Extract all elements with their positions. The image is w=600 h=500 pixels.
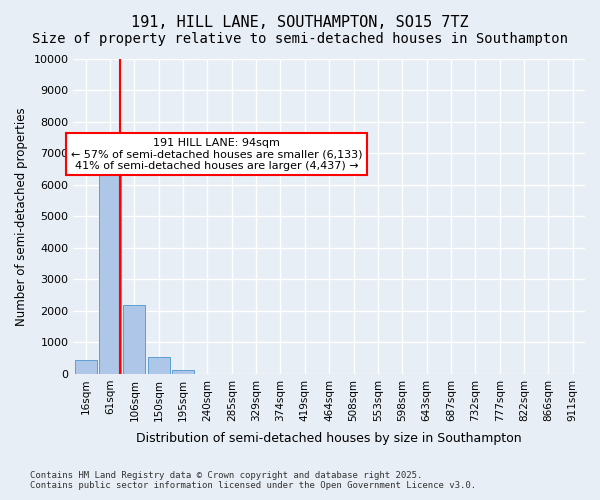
Bar [148,357,170,374]
Y-axis label: Number of semi-detached properties: Number of semi-detached properties [15,107,28,326]
Text: 191 HILL LANE: 94sqm
← 57% of semi-detached houses are smaller (6,133)
41% of se: 191 HILL LANE: 94sqm ← 57% of semi-detac… [71,138,362,171]
Text: Size of property relative to semi-detached houses in Southampton: Size of property relative to semi-detach… [32,32,568,46]
Bar [99,134,121,374]
Text: 191, HILL LANE, SOUTHAMPTON, SO15 7TZ: 191, HILL LANE, SOUTHAMPTON, SO15 7TZ [131,15,469,30]
X-axis label: Distribution of semi-detached houses by size in Southampton: Distribution of semi-detached houses by … [136,432,522,445]
Bar [124,304,145,374]
Bar [74,360,97,374]
Text: Contains HM Land Registry data © Crown copyright and database right 2025.
Contai: Contains HM Land Registry data © Crown c… [30,470,476,490]
Bar [172,370,194,374]
